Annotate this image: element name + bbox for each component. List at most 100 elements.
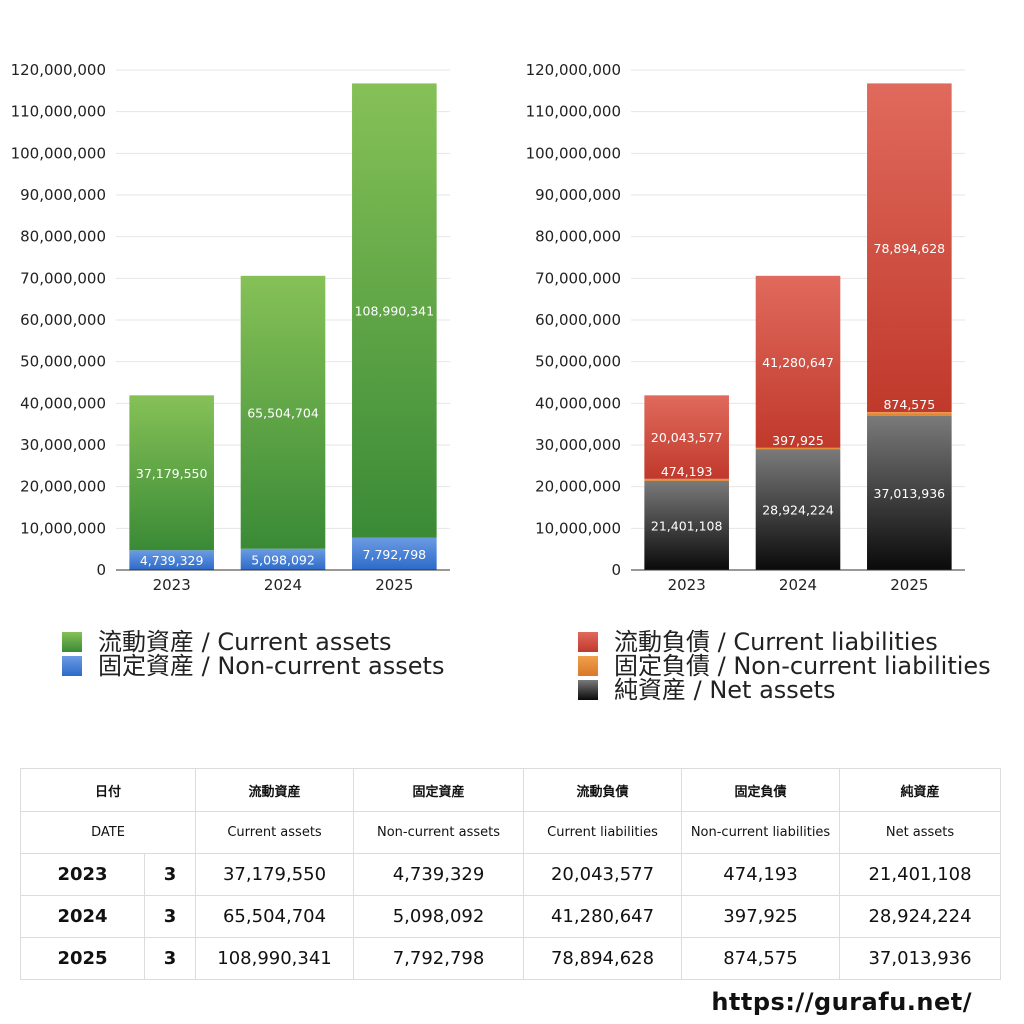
bar-non-current-liabilities-2024 <box>755 447 841 450</box>
y-tick-label: 20,000,000 <box>535 478 621 496</box>
header-date-en: DATE <box>19 811 197 854</box>
legend-item-non-current-assets: 固定資産 / Non-current assets <box>62 654 444 678</box>
bar-non-current-liabilities-2023 <box>644 478 729 481</box>
legend-item-net-assets: 純資産 / Net assets <box>578 678 991 702</box>
cell-net-assets: 28,924,224 <box>839 895 1002 938</box>
cell-non-current-liabilities: 474,193 <box>681 853 841 896</box>
cell-current-liabilities: 20,043,577 <box>523 853 683 896</box>
legend-label-non-current-liabilities: 固定負債 / Non-current liabilities <box>614 652 991 680</box>
legend-label-net-assets: 純資産 / Net assets <box>614 676 836 704</box>
y-tick-label: 10,000,000 <box>20 519 106 537</box>
cell-current-assets: 108,990,341 <box>195 937 355 980</box>
table-row: 2024 3 65,504,704 5,098,092 41,280,647 3… <box>20 895 1002 938</box>
header-non-current-assets-en: Non-current assets <box>353 811 525 854</box>
bar-non-current-assets-2025 <box>352 537 437 570</box>
legend-swatch-current-assets <box>62 632 82 652</box>
y-tick-label: 90,000,000 <box>20 186 106 204</box>
bar-non-current-assets-2024 <box>240 548 326 570</box>
header-non-current-assets-jp: 固定資産 <box>353 768 525 812</box>
x-tick-label: 2023 <box>153 576 191 594</box>
header-non-current-liabilities-jp: 固定負債 <box>681 768 841 812</box>
legend-label-non-current-assets: 固定資産 / Non-current assets <box>98 652 445 680</box>
table-header-en: DATE Current assets Non-current assets C… <box>19 811 1002 854</box>
y-tick-label: 60,000,000 <box>20 311 106 329</box>
legend-liabilities: 流動負債 / Current liabilities 固定負債 / Non-cu… <box>578 630 991 702</box>
y-tick-label: 70,000,000 <box>20 269 106 287</box>
bar-net-assets-2023 <box>644 480 729 570</box>
y-tick-label: 110,000,000 <box>526 103 621 121</box>
y-tick-label: 110,000,000 <box>11 103 106 121</box>
row-month: 3 <box>143 895 197 938</box>
header-current-liabilities-en: Current liabilities <box>523 811 683 854</box>
y-tick-label: 100,000,000 <box>526 144 621 162</box>
x-tick-label: 2023 <box>668 576 706 594</box>
bar-net-assets-2024 <box>755 449 841 570</box>
bar-current-assets-2024 <box>240 275 326 549</box>
y-tick-label: 100,000,000 <box>11 144 106 162</box>
y-tick-label: 30,000,000 <box>535 436 621 454</box>
bar-non-current-assets-2023 <box>129 550 214 570</box>
data-label-non-current-assets-2023: 4,739,329 <box>140 553 204 568</box>
x-tick-label: 2025 <box>890 576 928 594</box>
header-net-assets-jp: 純資産 <box>839 768 1002 812</box>
data-label-current-liabilities-2024: 41,280,647 <box>762 355 834 370</box>
cell-current-liabilities: 78,894,628 <box>523 937 683 980</box>
y-tick-label: 0 <box>611 561 621 579</box>
table-row: 2025 3 108,990,341 7,792,798 78,894,628 … <box>20 937 1002 980</box>
legend-label-current-assets: 流動資産 / Current assets <box>98 628 392 656</box>
cell-current-assets: 65,504,704 <box>195 895 355 938</box>
cell-non-current-assets: 4,739,329 <box>353 853 525 896</box>
y-tick-label: 20,000,000 <box>20 478 106 496</box>
bar-net-assets-2025 <box>867 415 952 570</box>
row-year: 2023 <box>20 853 145 896</box>
data-label-non-current-liabilities-2025: 874,575 <box>883 397 935 412</box>
liabilities-chart: 0 10,000,000 20,000,000 30,000,000 40,000,00… <box>526 61 965 594</box>
bar-current-liabilities-2023 <box>644 395 729 479</box>
bar-current-assets-2023 <box>129 395 214 551</box>
y-tick-label: 40,000,000 <box>20 394 106 412</box>
row-month: 3 <box>143 853 197 896</box>
y-tick-label: 50,000,000 <box>20 353 106 371</box>
cell-current-liabilities: 41,280,647 <box>523 895 683 938</box>
legend-swatch-non-current-liabilities <box>578 656 598 676</box>
data-label-net-assets-2024: 28,924,224 <box>762 503 834 518</box>
header-non-current-liabilities-en: Non-current liabilities <box>681 811 841 854</box>
header-date-jp: 日付 <box>19 768 197 812</box>
row-year: 2025 <box>20 937 145 980</box>
y-tick-label: 120,000,000 <box>526 61 621 79</box>
y-tick-label: 80,000,000 <box>535 228 621 246</box>
cell-net-assets: 37,013,936 <box>839 937 1002 980</box>
legend-swatch-current-liabilities <box>578 632 598 652</box>
cell-non-current-assets: 7,792,798 <box>353 937 525 980</box>
cell-current-assets: 37,179,550 <box>195 853 355 896</box>
y-tick-label: 120,000,000 <box>11 61 106 79</box>
header-current-assets-en: Current assets <box>195 811 355 854</box>
cell-non-current-liabilities: 874,575 <box>681 937 841 980</box>
assets-chart: 0 10,000,000 20,000,000 30,000,000 40,000,00… <box>11 61 450 594</box>
y-tick-label: 70,000,000 <box>535 269 621 287</box>
legend-assets: 流動資産 / Current assets 固定資産 / Non-current… <box>62 630 444 678</box>
table-header-jp: 日付 流動資産 固定資産 流動負債 固定負債 純資産 <box>19 768 1002 812</box>
y-tick-label: 50,000,000 <box>535 353 621 371</box>
y-tick-label: 10,000,000 <box>535 519 621 537</box>
cell-non-current-liabilities: 397,925 <box>681 895 841 938</box>
y-tick-label: 60,000,000 <box>535 311 621 329</box>
data-label-current-liabilities-2023: 20,043,577 <box>651 430 723 445</box>
data-label-net-assets-2023: 21,401,108 <box>651 518 723 533</box>
bar-current-liabilities-2025 <box>867 83 952 413</box>
header-current-liabilities-jp: 流動負債 <box>523 768 683 812</box>
cell-non-current-assets: 5,098,092 <box>353 895 525 938</box>
data-label-current-assets-2024: 65,504,704 <box>247 405 319 420</box>
y-tick-label: 0 <box>96 561 106 579</box>
data-table: 日付 流動資産 固定資産 流動負債 固定負債 純資産 DATE Current … <box>19 768 1002 980</box>
header-current-assets-jp: 流動資産 <box>195 768 355 812</box>
x-tick-label: 2024 <box>264 576 302 594</box>
legend-swatch-net-assets <box>578 680 598 700</box>
legend-swatch-non-current-assets <box>62 656 82 676</box>
cell-net-assets: 21,401,108 <box>839 853 1002 896</box>
data-label-non-current-liabilities-2024: 397,925 <box>772 433 824 448</box>
y-tick-label: 40,000,000 <box>535 394 621 412</box>
data-label-non-current-liabilities-2023: 474,193 <box>661 464 713 479</box>
y-tick-label: 80,000,000 <box>20 228 106 246</box>
data-label-non-current-assets-2025: 7,792,798 <box>363 547 427 562</box>
